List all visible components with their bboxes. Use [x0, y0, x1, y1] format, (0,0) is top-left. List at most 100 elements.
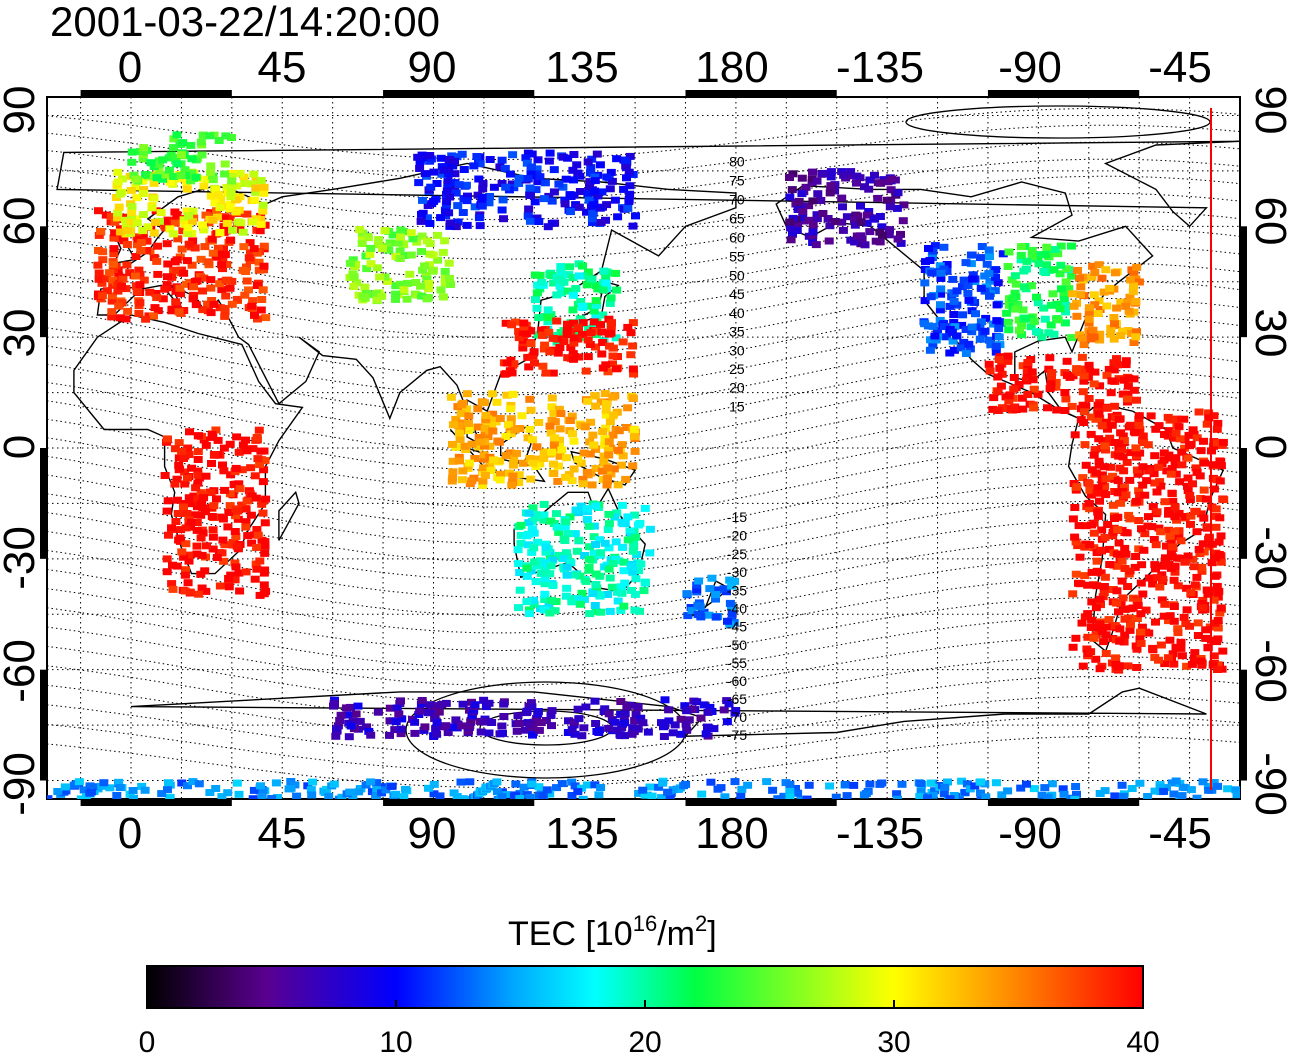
tec-cell	[130, 272, 140, 280]
tec-cell	[527, 703, 537, 711]
tec-cell	[1093, 401, 1103, 409]
tec-cell	[173, 235, 183, 243]
tec-cell	[153, 242, 162, 250]
tec-cell	[1089, 380, 1099, 388]
tec-cell	[592, 728, 602, 735]
tec-cell	[489, 456, 498, 464]
tec-cell	[1214, 551, 1224, 558]
tec-cell	[470, 455, 480, 462]
tec-cell	[982, 260, 992, 268]
tec-cell	[614, 427, 624, 435]
tec-cell	[608, 560, 618, 568]
tec-cell	[529, 596, 538, 604]
tec-cell	[378, 245, 387, 253]
tec-cell	[563, 287, 573, 295]
colorbar-tick: 20	[628, 1026, 661, 1057]
tec-cell	[591, 608, 601, 616]
tec-cell	[628, 365, 638, 373]
tec-cell	[796, 795, 806, 799]
tec-cell	[152, 257, 162, 265]
tec-cell	[212, 554, 222, 561]
tec-cell	[920, 279, 930, 287]
tec-cell	[842, 213, 852, 221]
lon-tick-top: 90	[408, 43, 457, 92]
tec-cell	[605, 185, 615, 193]
tec-cell	[172, 562, 182, 570]
tec-cell	[1161, 554, 1170, 562]
tec-cell	[612, 286, 622, 294]
tec-cell	[538, 792, 548, 799]
tec-cell	[877, 779, 887, 787]
tec-cell	[217, 793, 227, 799]
tec-cell	[603, 591, 612, 598]
tec-cell	[474, 433, 484, 441]
lon-tick-bar	[987, 800, 1140, 806]
tec-cell	[549, 460, 558, 468]
tec-cell	[550, 607, 560, 615]
tec-cell	[372, 264, 382, 272]
tec-cell	[182, 185, 192, 193]
tec-cell	[436, 286, 446, 294]
tec-cell	[138, 211, 148, 218]
tec-cell	[201, 472, 211, 480]
tec-cell	[1154, 422, 1164, 430]
tec-cell	[1131, 553, 1141, 560]
tec-cell	[601, 273, 611, 281]
tec-cell	[380, 273, 390, 281]
tec-cell	[1132, 597, 1142, 605]
tec-cell	[549, 443, 559, 451]
tec-cell	[1112, 355, 1121, 363]
tec-cell	[825, 782, 835, 790]
tec-cell	[604, 451, 614, 459]
tec-cell	[1188, 480, 1197, 488]
tec-cell	[444, 259, 454, 267]
tec-cell	[534, 783, 544, 791]
tec-cell	[840, 781, 850, 788]
tec-cell	[1040, 315, 1050, 323]
tec-cell	[223, 523, 233, 531]
tec-cell	[467, 477, 477, 485]
lat-tick-right: 90	[1246, 86, 1292, 135]
tec-cell	[531, 186, 541, 194]
tec-cell	[1015, 326, 1024, 334]
tec-cell	[582, 468, 592, 476]
tec-cell	[486, 416, 496, 424]
tec-cell	[797, 174, 807, 182]
tec-cell	[525, 184, 535, 192]
tec-cell	[1087, 521, 1096, 529]
tec-cell	[221, 227, 231, 235]
tec-cell	[606, 323, 616, 330]
tec-cell	[947, 328, 957, 336]
tec-cell	[255, 461, 265, 469]
tec-cell	[143, 171, 153, 179]
contour-label: 55	[729, 248, 745, 264]
tec-cell	[131, 215, 141, 223]
tec-cell	[475, 160, 485, 168]
tec-cell	[1186, 786, 1196, 794]
tec-cell	[452, 153, 462, 161]
tec-cell	[527, 548, 537, 556]
tec-cell	[129, 794, 138, 799]
tec-cell	[1149, 470, 1159, 478]
tec-cell	[618, 452, 628, 460]
tec-cell	[1182, 584, 1191, 592]
tec-cell	[260, 538, 270, 546]
tec-cell	[957, 777, 967, 785]
tec-cell	[433, 256, 443, 264]
tec-cell	[515, 569, 525, 576]
tec-cell	[1125, 276, 1135, 284]
tec-cell	[207, 235, 217, 243]
tec-cell	[949, 318, 959, 326]
tec-cell	[570, 530, 580, 538]
lat-tick-bar	[40, 226, 46, 338]
tec-cell	[1146, 412, 1156, 420]
tec-cell	[168, 585, 178, 593]
tec-cell	[996, 382, 1006, 390]
tec-cell	[1135, 491, 1145, 499]
tec-cell	[1003, 263, 1013, 270]
tec-cell	[184, 557, 194, 565]
tec-cell	[592, 150, 602, 158]
tec-cell	[1160, 600, 1170, 608]
tec-cell	[142, 237, 152, 245]
tec-cell	[1007, 295, 1017, 303]
